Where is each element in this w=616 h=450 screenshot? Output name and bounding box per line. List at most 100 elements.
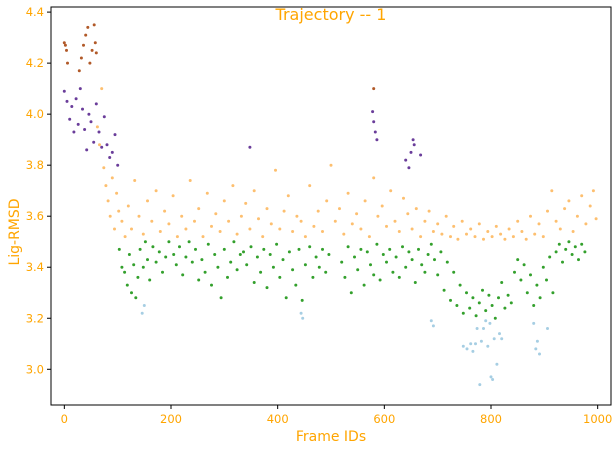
scatter-point (371, 110, 375, 114)
scatter-point (84, 33, 88, 37)
scatter-point (482, 237, 485, 241)
scatter-point (284, 296, 288, 300)
scatter-point (92, 23, 96, 27)
scatter-point (380, 204, 384, 208)
scatter-point (329, 163, 333, 167)
scatter-point (465, 291, 468, 295)
scatter-point (469, 342, 473, 346)
scatter-point (477, 301, 481, 305)
y-tick-label: 3.6 (26, 209, 44, 223)
x-tick-label: 400 (267, 412, 289, 426)
scatter-point (433, 258, 436, 262)
scatter-point (123, 270, 127, 274)
scatter-point (210, 224, 213, 228)
scatter-point (181, 273, 185, 277)
scatter-point (140, 311, 144, 315)
scatter-point (458, 283, 462, 287)
scatter-point (394, 255, 398, 259)
scatter-point (495, 362, 499, 366)
scatter-point (503, 237, 507, 241)
scatter-point (278, 227, 282, 231)
scatter-point (486, 344, 490, 348)
scatter-point (268, 253, 272, 256)
scatter-point (161, 270, 164, 274)
scatter-point (564, 247, 568, 251)
scatter-point (580, 242, 584, 246)
scatter-point (535, 339, 539, 343)
y-tick-label: 3.8 (26, 158, 44, 172)
scatter-point (89, 120, 93, 124)
scatter-point (423, 270, 427, 274)
scatter-point (503, 306, 507, 310)
scatter-point (534, 347, 538, 351)
scatter-point (537, 222, 541, 226)
scatter-point (203, 270, 207, 274)
scatter-point (520, 230, 524, 233)
scatter-point (154, 189, 158, 193)
scatter-point (248, 227, 252, 231)
x-axis-label: Frame IDs (296, 429, 366, 445)
scatter-point (431, 324, 435, 328)
scatter-point (436, 273, 440, 277)
scatter-point (471, 296, 475, 300)
scatter-point (197, 207, 201, 211)
scatter-point (373, 130, 377, 134)
scatter-point (108, 156, 112, 159)
scatter-point (594, 217, 598, 221)
scatter-point (414, 207, 418, 211)
scatter-point (436, 222, 440, 226)
scatter-point (479, 339, 483, 343)
scatter-point (417, 247, 420, 251)
scatter-point (248, 145, 252, 149)
scatter-point (429, 319, 433, 323)
scatter-point (299, 311, 303, 315)
scatter-point (291, 230, 295, 233)
scatter-point (261, 235, 265, 239)
scatter-point (72, 130, 76, 134)
scatter-point (213, 253, 217, 256)
scatter-point (440, 232, 444, 236)
scatter-point (242, 250, 245, 254)
scatter-point (151, 245, 155, 249)
scatter-point (491, 378, 495, 381)
scatter-point (178, 245, 181, 249)
scatter-point (325, 199, 329, 203)
scatter-point (98, 143, 101, 147)
scatter-point (85, 148, 89, 152)
scatter-point (349, 291, 353, 295)
y-tick-label: 4.2 (26, 56, 44, 70)
x-axis-ticks: 0 200 400 600 800 1000 (61, 405, 612, 426)
scatter-point (324, 270, 328, 274)
scatter-point (104, 184, 108, 188)
scatter-point (439, 250, 443, 254)
scatter-point (259, 270, 263, 274)
scatter-point (286, 194, 290, 198)
x-tick-label: 800 (480, 412, 502, 426)
scatter-point (516, 258, 520, 262)
scatter-point (529, 214, 532, 218)
scatter-point (490, 304, 494, 307)
scatter-point (188, 179, 192, 182)
scatter-point (356, 268, 360, 272)
scatter-point (342, 232, 346, 236)
scatter-point (252, 281, 256, 284)
scatter-point (115, 191, 119, 195)
scatter-point (102, 166, 106, 170)
scatter-point (481, 288, 484, 292)
scatter-point (410, 258, 414, 262)
scatter-point (249, 245, 253, 249)
scatter-point (420, 263, 424, 267)
scatter-point (154, 260, 158, 264)
scatter-point (376, 214, 380, 218)
scatter-point (372, 120, 376, 124)
scatter-point (381, 253, 385, 256)
scatter-point (87, 112, 91, 116)
scatter-point (474, 342, 477, 346)
scatter-point (317, 265, 321, 269)
scatter-point (426, 253, 430, 256)
scatter-point (105, 143, 109, 147)
scatter-point (488, 321, 492, 325)
y-tick-label: 3.2 (26, 311, 44, 325)
scatter-point (419, 235, 423, 239)
scatter-point (445, 260, 449, 264)
